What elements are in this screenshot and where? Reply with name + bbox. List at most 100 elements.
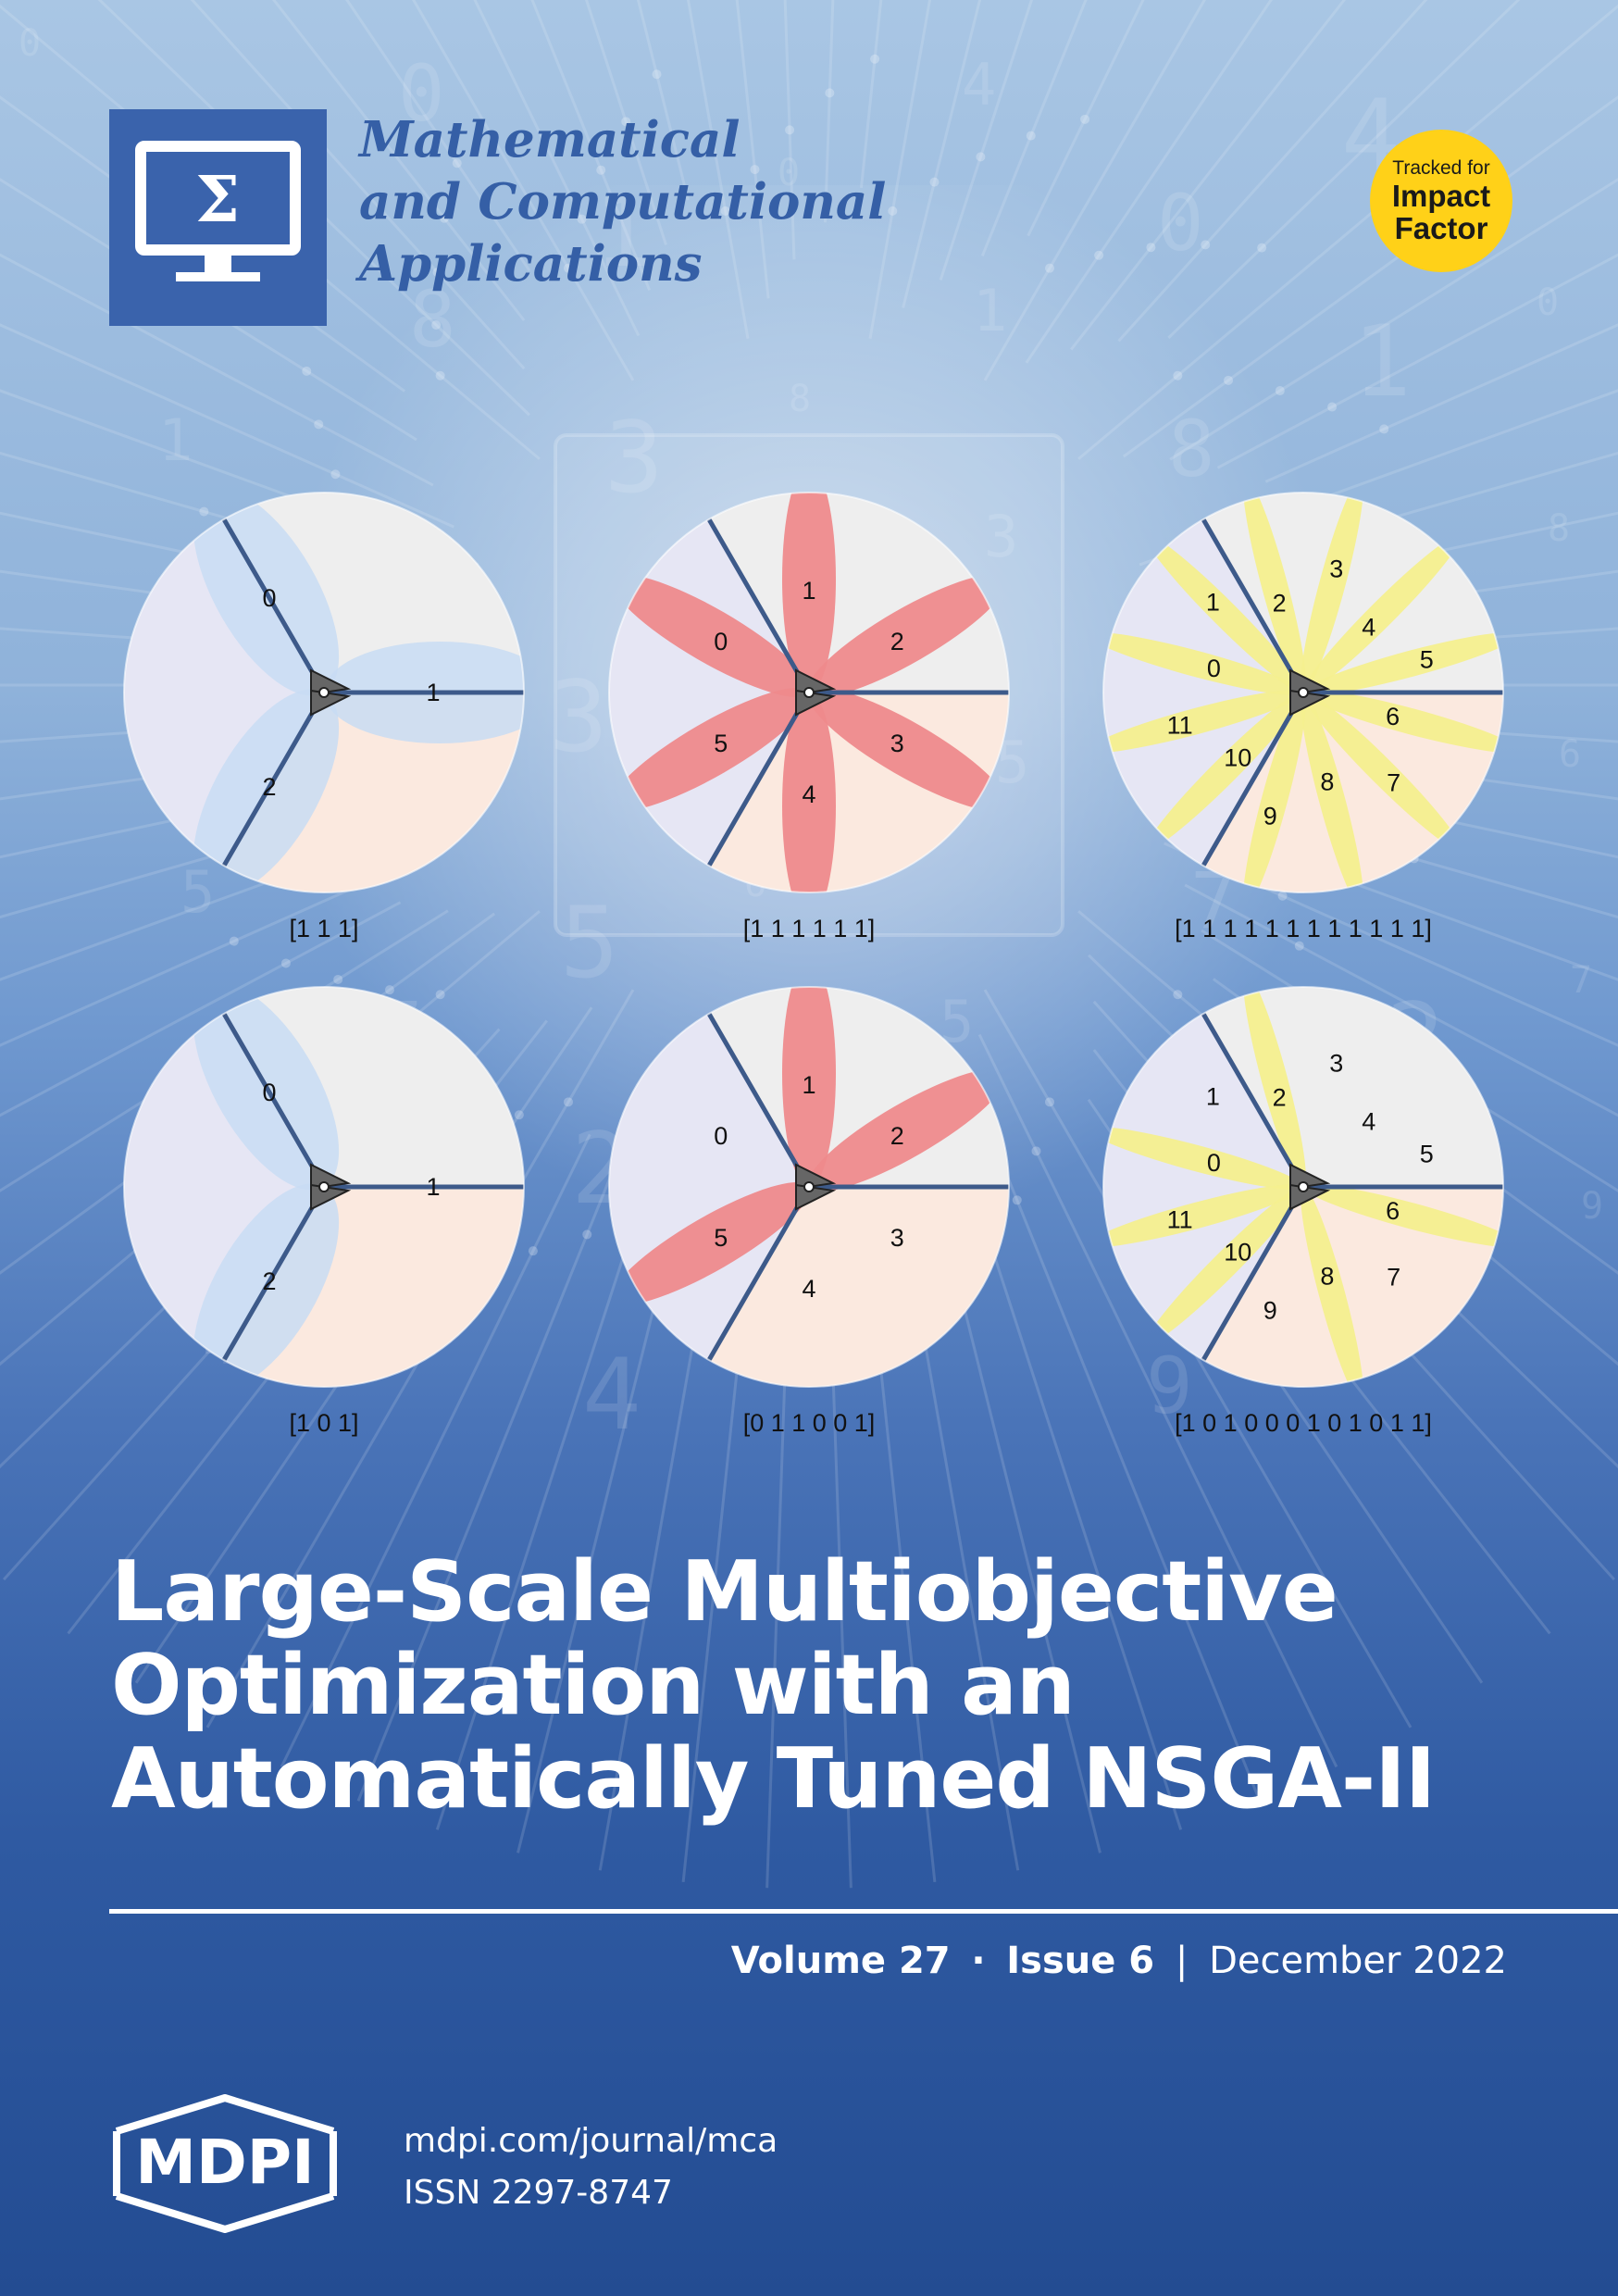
- svg-text:1: 1: [593, 175, 653, 289]
- journal-url[interactable]: mdpi.com/journal/mca: [404, 2122, 778, 2160]
- journal-title: Mathematical and Computational Applicati…: [359, 109, 886, 294]
- sector-label: 6: [1386, 703, 1400, 730]
- svg-text:1: 1: [158, 406, 193, 474]
- journal-title-line: Mathematical: [359, 111, 741, 168]
- sector-petal: [808, 574, 1007, 697]
- svg-text:5: 5: [560, 886, 619, 1000]
- sector-label: 4: [1362, 1107, 1375, 1135]
- svg-text:1: 1: [973, 277, 1007, 344]
- issn: ISSN 2297-8747: [404, 2173, 673, 2212]
- sector-petal: [1145, 534, 1304, 693]
- sector-label: 0: [262, 584, 276, 612]
- divider-rule: [109, 1909, 1618, 1914]
- sector-label: 10: [1224, 744, 1251, 772]
- sector-petal: [1103, 632, 1304, 695]
- mdpi-logo-text: MDPI: [135, 2127, 314, 2198]
- svg-text:0: 0: [1157, 178, 1204, 268]
- sector-petal: [1302, 632, 1503, 695]
- svg-text:6: 6: [1559, 733, 1581, 776]
- issue-date: December 2022: [1209, 1940, 1507, 1982]
- issue-number: Issue 6: [1006, 1940, 1155, 1982]
- sector-petal: [1243, 692, 1306, 892]
- sector-diagram: 0 1 2 3 4 5 6 7 8 9 10 11 [1 0 1 0 0 0 1 0 1 0 1 1]: [1102, 986, 1504, 1437]
- sector-petal: [1302, 690, 1503, 753]
- sector-label: 4: [1362, 613, 1375, 641]
- sector-label: 0: [262, 1079, 276, 1106]
- svg-text:4: 4: [962, 51, 996, 119]
- sector-label: 2: [1273, 589, 1287, 617]
- sector-petal: [808, 1068, 1007, 1192]
- sector-petal: [1301, 493, 1363, 693]
- sector-petal: [1301, 692, 1363, 892]
- article-title-line: Optimization with an: [111, 1636, 1076, 1734]
- article-title-line: Automatically Tuned NSGA-II: [111, 1729, 1436, 1828]
- sector-label: 7: [1387, 769, 1400, 797]
- sector-petal: [1302, 692, 1462, 851]
- sector-petal: [611, 688, 810, 811]
- sector-petal: [1145, 692, 1304, 851]
- sector-label: 2: [890, 1122, 904, 1150]
- sigma-symbol: Σ: [195, 163, 240, 237]
- sector-petal: [1302, 1184, 1503, 1247]
- sector-petal: [782, 493, 836, 693]
- svg-text:3: 3: [984, 503, 1018, 570]
- sector-petal: [1145, 1186, 1304, 1345]
- encoding-label: [1 1 1]: [289, 915, 358, 942]
- badge-line: Impact: [1391, 178, 1491, 213]
- sector-label: 3: [890, 1224, 904, 1252]
- badge-line: Tracked for: [1392, 156, 1490, 179]
- sector-diagram: 0 1 2 [1 0 1]: [123, 986, 525, 1437]
- article-title: Large-Scale Multiobjective Optimization …: [111, 1545, 1574, 1828]
- encoding-label: [1 1 1 1 1 1 1 1 1 1 1 1]: [1175, 915, 1432, 942]
- encoding-label: [0 1 1 0 0 1]: [743, 1409, 876, 1437]
- publisher-info: mdpi.com/journal/mca ISSN 2297-8747: [404, 2115, 778, 2219]
- impact-factor-badge: Tracked for Impact Factor: [1370, 130, 1512, 272]
- sector-petal: [1103, 1184, 1304, 1247]
- svg-text:0: 0: [778, 152, 800, 194]
- sector-label: 2: [262, 1267, 276, 1295]
- sector-label: 5: [1420, 645, 1434, 673]
- sector-petal: [808, 688, 1007, 811]
- svg-text:8: 8: [789, 378, 811, 420]
- sector-label: 9: [1263, 802, 1277, 830]
- svg-text:5: 5: [180, 858, 215, 926]
- svg-text:1: 1: [1352, 305, 1412, 418]
- sector-petal: [782, 693, 836, 892]
- issue-separator: ·: [971, 1940, 986, 1982]
- sector-label: 8: [1320, 1263, 1334, 1291]
- journal-logo: Σ: [109, 109, 327, 326]
- sector-petal: [611, 574, 810, 697]
- sector-label: 2: [890, 628, 904, 655]
- encoding-label: [1 0 1]: [289, 1409, 358, 1437]
- sector-label: 1: [1206, 1082, 1220, 1110]
- sector-label: 0: [714, 1122, 728, 1150]
- sector-label: 1: [1206, 588, 1220, 616]
- sector-petal: [1243, 493, 1306, 693]
- sector-label: 9: [1263, 1296, 1277, 1324]
- sector-label: 1: [802, 577, 815, 605]
- issue-info: Volume 27 · Issue 6 | December 2022: [731, 1940, 1507, 1982]
- sector-label: 11: [1167, 712, 1193, 740]
- mdpi-logo: MDPI: [113, 2094, 337, 2233]
- svg-text:0: 0: [1537, 281, 1559, 324]
- sector-petal: [1243, 987, 1306, 1188]
- journal-title-line: Applications: [359, 234, 703, 293]
- svg-text:0: 0: [398, 48, 445, 139]
- svg-text:9: 9: [1146, 1341, 1193, 1431]
- encoding-label: [1 0 1 0 0 0 1 0 1 0 1 1]: [1175, 1409, 1432, 1437]
- cover-figure: 0 1 2 [1 1 1] 0 1 2 3 4 5 [1 1 1 1 1 1] 0 1 2 3 4 5 6 7 8 9 1…: [123, 492, 1504, 1437]
- sector-petal: [1301, 1186, 1363, 1387]
- sector-label: 0: [1207, 655, 1221, 682]
- svg-text:4: 4: [582, 1338, 641, 1452]
- svg-text:0: 0: [19, 22, 41, 65]
- sector-diagram: 0 1 2 3 4 5 [1 1 1 1 1 1]: [608, 492, 1010, 942]
- badge-line: Factor: [1394, 210, 1488, 245]
- sector-label: 1: [426, 679, 440, 706]
- sector-diagram: 0 1 2 [1 1 1]: [123, 492, 525, 942]
- sector-diagram: 0 1 2 3 4 5 6 7 8 9 10 11 [1 1 1 1 1 1 1 1 1 1 1 1]: [1102, 492, 1504, 942]
- sector-label: 1: [426, 1173, 440, 1201]
- monitor-sigma-icon: Σ: [135, 141, 301, 281]
- journal-title-line: and Computational: [359, 172, 887, 231]
- sector-label: 11: [1167, 1206, 1193, 1234]
- sector-label: 3: [890, 730, 904, 757]
